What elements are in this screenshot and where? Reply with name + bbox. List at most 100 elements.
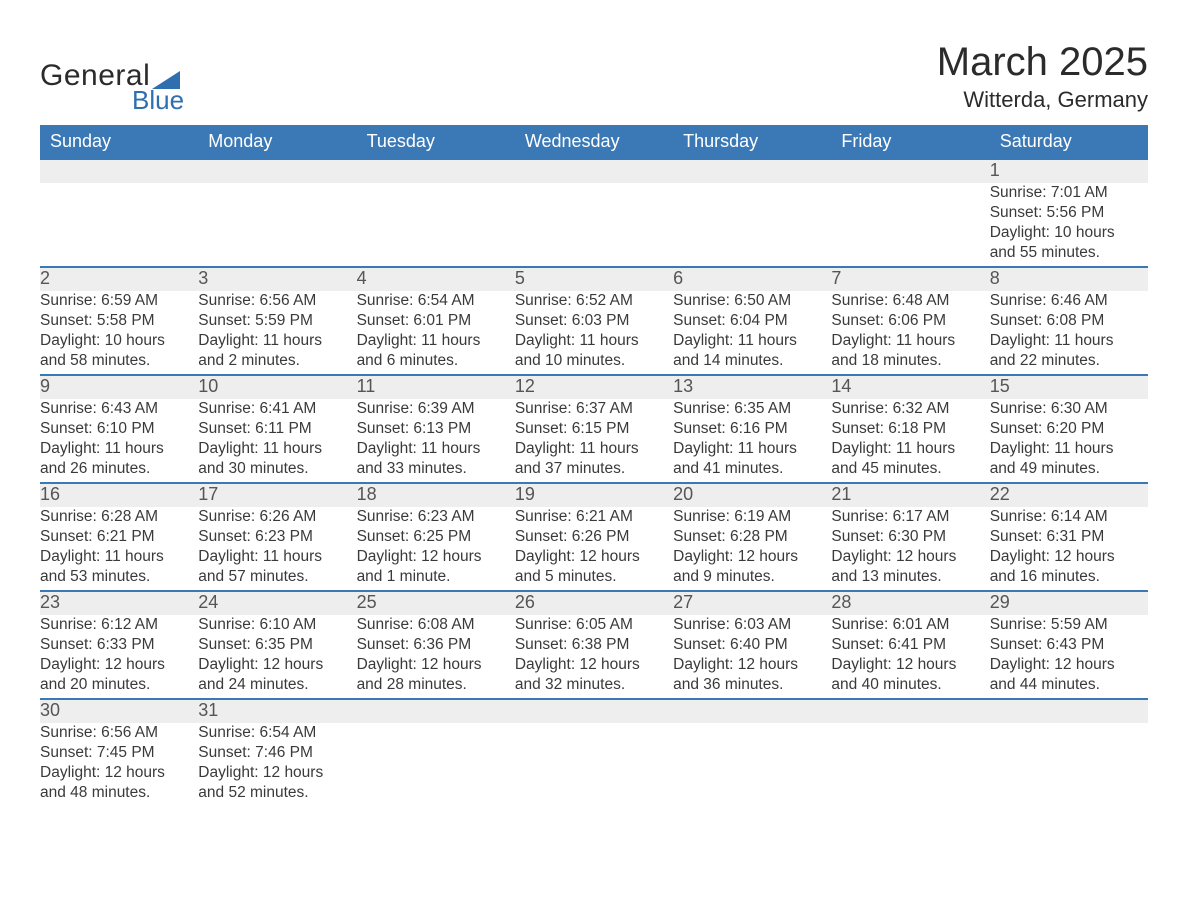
sunrise-text: Sunrise: 6:52 AM xyxy=(515,291,673,311)
day-number-cell: 24 xyxy=(198,591,356,615)
sunrise-text: Sunrise: 6:10 AM xyxy=(198,615,356,635)
day-number-cell: 18 xyxy=(357,483,515,507)
sunrise-text: Sunrise: 6:43 AM xyxy=(40,399,198,419)
location-subtitle: Witterda, Germany xyxy=(937,87,1148,113)
day-number-row: 1 xyxy=(40,159,1148,183)
day-number-cell xyxy=(198,159,356,183)
daylight-text: Daylight: 12 hours xyxy=(515,547,673,567)
sunset-text: Sunset: 6:21 PM xyxy=(40,527,198,547)
brand-word-2: Blue xyxy=(132,87,184,113)
day-content-cell: Sunrise: 6:26 AMSunset: 6:23 PMDaylight:… xyxy=(198,507,356,591)
sunrise-text: Sunrise: 6:41 AM xyxy=(198,399,356,419)
daylight-text: Daylight: 10 hours xyxy=(40,331,198,351)
daylight-text: Daylight: 11 hours xyxy=(40,547,198,567)
sunset-text: Sunset: 6:04 PM xyxy=(673,311,831,331)
sunset-text: Sunset: 5:59 PM xyxy=(198,311,356,331)
sunset-text: Sunset: 6:20 PM xyxy=(990,419,1148,439)
daylight-text: Daylight: 12 hours xyxy=(515,655,673,675)
day-content-row: Sunrise: 6:59 AMSunset: 5:58 PMDaylight:… xyxy=(40,291,1148,375)
sunset-text: Sunset: 6:31 PM xyxy=(990,527,1148,547)
daylight-text: Daylight: 11 hours xyxy=(515,439,673,459)
sunset-text: Sunset: 6:43 PM xyxy=(990,635,1148,655)
day-content-cell xyxy=(357,723,515,807)
sunrise-text: Sunrise: 6:54 AM xyxy=(198,723,356,743)
daylight-text: and 2 minutes. xyxy=(198,351,356,371)
sunset-text: Sunset: 5:58 PM xyxy=(40,311,198,331)
day-content-cell: Sunrise: 6:05 AMSunset: 6:38 PMDaylight:… xyxy=(515,615,673,699)
day-content-cell: Sunrise: 6:43 AMSunset: 6:10 PMDaylight:… xyxy=(40,399,198,483)
sunset-text: Sunset: 6:33 PM xyxy=(40,635,198,655)
sunset-text: Sunset: 6:30 PM xyxy=(831,527,989,547)
day-number-cell: 30 xyxy=(40,699,198,723)
day-number-cell: 7 xyxy=(831,267,989,291)
daylight-text: Daylight: 11 hours xyxy=(831,439,989,459)
day-number-cell xyxy=(515,159,673,183)
sunrise-text: Sunrise: 6:12 AM xyxy=(40,615,198,635)
daylight-text: Daylight: 11 hours xyxy=(990,331,1148,351)
daylight-text: Daylight: 11 hours xyxy=(990,439,1148,459)
day-content-cell xyxy=(831,183,989,267)
sunrise-text: Sunrise: 6:56 AM xyxy=(40,723,198,743)
daylight-text: Daylight: 12 hours xyxy=(673,655,831,675)
daylight-text: Daylight: 11 hours xyxy=(831,331,989,351)
day-number-row: 16171819202122 xyxy=(40,483,1148,507)
day-content-cell: Sunrise: 6:08 AMSunset: 6:36 PMDaylight:… xyxy=(357,615,515,699)
day-number-cell: 26 xyxy=(515,591,673,615)
daylight-text: and 36 minutes. xyxy=(673,675,831,695)
day-number-cell xyxy=(673,159,831,183)
day-content-cell: Sunrise: 6:56 AMSunset: 7:45 PMDaylight:… xyxy=(40,723,198,807)
weekday-header: Saturday xyxy=(990,125,1148,159)
day-number-cell: 29 xyxy=(990,591,1148,615)
day-content-cell: Sunrise: 6:54 AMSunset: 7:46 PMDaylight:… xyxy=(198,723,356,807)
day-content-cell: Sunrise: 6:12 AMSunset: 6:33 PMDaylight:… xyxy=(40,615,198,699)
sunset-text: Sunset: 6:36 PM xyxy=(357,635,515,655)
sunset-text: Sunset: 7:46 PM xyxy=(198,743,356,763)
daylight-text: and 49 minutes. xyxy=(990,459,1148,479)
sunrise-text: Sunrise: 6:03 AM xyxy=(673,615,831,635)
sunrise-text: Sunrise: 6:54 AM xyxy=(357,291,515,311)
day-content-cell xyxy=(990,723,1148,807)
sunset-text: Sunset: 6:26 PM xyxy=(515,527,673,547)
day-content-cell: Sunrise: 6:52 AMSunset: 6:03 PMDaylight:… xyxy=(515,291,673,375)
day-content-row: Sunrise: 6:12 AMSunset: 6:33 PMDaylight:… xyxy=(40,615,1148,699)
daylight-text: Daylight: 11 hours xyxy=(673,439,831,459)
daylight-text: and 6 minutes. xyxy=(357,351,515,371)
day-content-row: Sunrise: 6:56 AMSunset: 7:45 PMDaylight:… xyxy=(40,723,1148,807)
day-number-cell: 28 xyxy=(831,591,989,615)
daylight-text: and 32 minutes. xyxy=(515,675,673,695)
sunset-text: Sunset: 6:28 PM xyxy=(673,527,831,547)
day-number-cell: 12 xyxy=(515,375,673,399)
day-number-cell xyxy=(515,699,673,723)
day-number-cell: 13 xyxy=(673,375,831,399)
day-content-cell: Sunrise: 6:59 AMSunset: 5:58 PMDaylight:… xyxy=(40,291,198,375)
day-number-cell xyxy=(990,699,1148,723)
month-title: March 2025 xyxy=(937,40,1148,85)
daylight-text: Daylight: 12 hours xyxy=(831,655,989,675)
day-number-cell: 1 xyxy=(990,159,1148,183)
day-number-cell: 14 xyxy=(831,375,989,399)
sunset-text: Sunset: 6:15 PM xyxy=(515,419,673,439)
sunrise-text: Sunrise: 6:48 AM xyxy=(831,291,989,311)
day-content-cell: Sunrise: 5:59 AMSunset: 6:43 PMDaylight:… xyxy=(990,615,1148,699)
day-content-cell xyxy=(673,183,831,267)
sunset-text: Sunset: 6:10 PM xyxy=(40,419,198,439)
daylight-text: and 5 minutes. xyxy=(515,567,673,587)
daylight-text: Daylight: 12 hours xyxy=(198,763,356,783)
day-content-row: Sunrise: 6:43 AMSunset: 6:10 PMDaylight:… xyxy=(40,399,1148,483)
brand-logo: General Blue xyxy=(40,61,184,113)
sunset-text: Sunset: 6:16 PM xyxy=(673,419,831,439)
daylight-text: and 53 minutes. xyxy=(40,567,198,587)
daylight-text: Daylight: 12 hours xyxy=(198,655,356,675)
daylight-text: Daylight: 12 hours xyxy=(357,547,515,567)
day-number-cell: 8 xyxy=(990,267,1148,291)
sunset-text: Sunset: 6:40 PM xyxy=(673,635,831,655)
day-number-cell: 23 xyxy=(40,591,198,615)
sunset-text: Sunset: 6:38 PM xyxy=(515,635,673,655)
day-content-cell: Sunrise: 6:14 AMSunset: 6:31 PMDaylight:… xyxy=(990,507,1148,591)
sunrise-text: Sunrise: 6:17 AM xyxy=(831,507,989,527)
daylight-text: Daylight: 12 hours xyxy=(40,763,198,783)
daylight-text: Daylight: 11 hours xyxy=(198,439,356,459)
weekday-header: Friday xyxy=(831,125,989,159)
daylight-text: and 1 minute. xyxy=(357,567,515,587)
day-number-cell: 2 xyxy=(40,267,198,291)
